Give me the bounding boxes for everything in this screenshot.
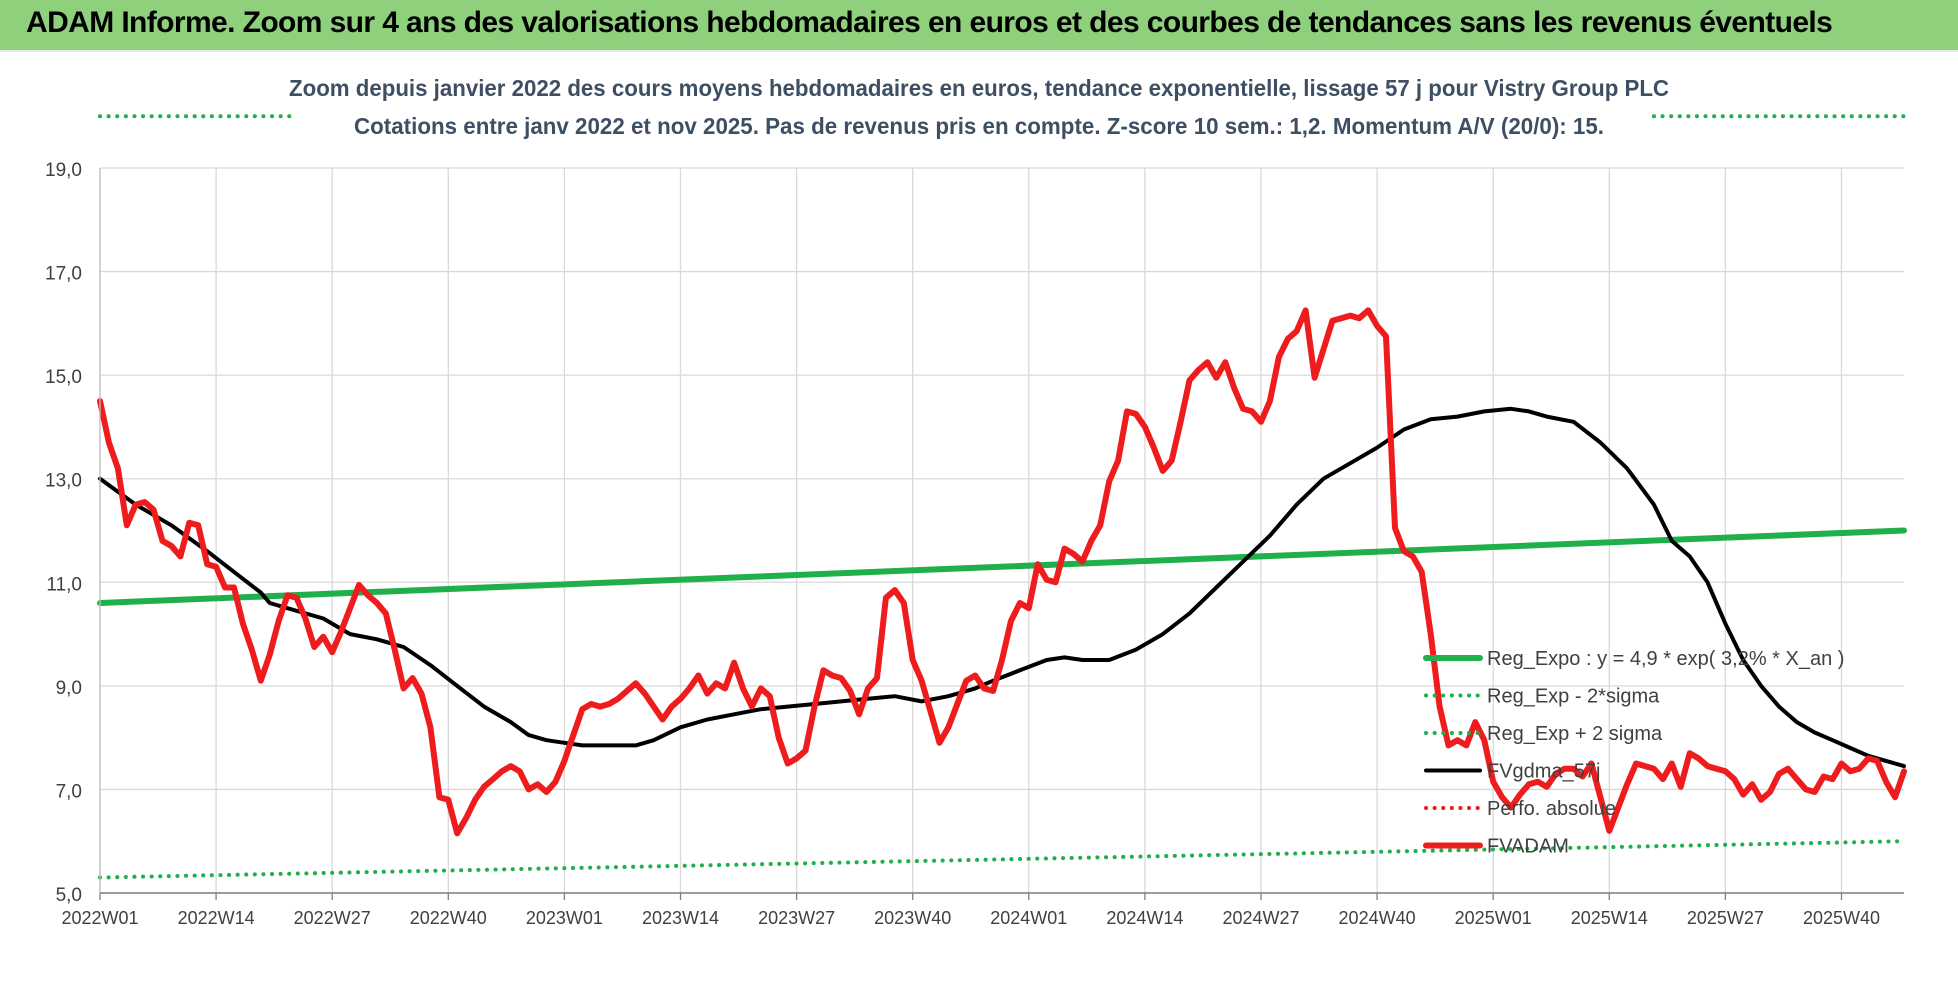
chart-title-line-1: Zoom depuis janvier 2022 des cours moyen… xyxy=(289,75,1669,101)
plot-area xyxy=(97,114,1907,900)
legend-label: FVADAM xyxy=(1487,836,1569,858)
chart-title-line-2: Cotations entre janv 2022 et nov 2025. P… xyxy=(354,113,1604,139)
legend-reg-exp-plus-2sigma: Reg_Exp + 2 sigma xyxy=(1424,723,1663,745)
x-tick-label: 2025W40 xyxy=(1803,908,1880,928)
fvgdma-57j-line xyxy=(98,406,1906,769)
x-tick-label: 2024W40 xyxy=(1339,908,1416,928)
x-tick-label: 2022W27 xyxy=(294,908,371,928)
legend-fvadam: FVADAM xyxy=(1423,836,1569,858)
x-tick-label: 2024W14 xyxy=(1106,908,1183,928)
chart-legend: Reg_Expo : y = 4,9 * exp( 3,2% * X_an ) R… xyxy=(1423,648,1844,858)
legend-label: Reg_Expo : y = 4,9 * exp( 3,2% * X_an ) xyxy=(1487,648,1844,670)
y-tick-label: 13,0 xyxy=(45,471,82,492)
y-tick-label: 9,0 xyxy=(56,678,82,699)
legend-reg-expo: Reg_Expo : y = 4,9 * exp( 3,2% * X_an ) xyxy=(1423,648,1844,670)
vertical-gridlines xyxy=(99,168,1843,900)
report-banner-title: ADAM Informe. Zoom sur 4 ans des valoris… xyxy=(26,6,1833,39)
reg-expo-line xyxy=(97,527,1907,606)
x-tick-label: 2025W27 xyxy=(1687,908,1764,928)
x-tick-label: 2024W27 xyxy=(1222,908,1299,928)
legend-label: Reg_Exp - 2*sigma xyxy=(1487,686,1660,708)
y-tick-label: 15,0 xyxy=(45,367,82,388)
legend-reg-exp-minus-2sigma: Reg_Exp - 2*sigma xyxy=(1424,686,1660,708)
x-tick-label: 2022W14 xyxy=(178,908,255,928)
x-tick-label: 2022W40 xyxy=(410,908,487,928)
x-tick-label: 2024W01 xyxy=(990,908,1067,928)
legend-perfo-absolue: Perfo. absolue xyxy=(1424,798,1616,820)
horizontal-gridlines xyxy=(100,167,1904,894)
y-axis: 5,0 7,0 9,0 11,0 13,0 15,0 17,0 19,0 xyxy=(45,160,101,906)
x-tick-label: 2023W01 xyxy=(526,908,603,928)
legend-fvgdma-57j: FVgdma_57j xyxy=(1424,761,1600,783)
x-tick-label: 2023W14 xyxy=(642,908,719,928)
x-tick-label: 2023W40 xyxy=(874,908,951,928)
x-tick-label: 2023W27 xyxy=(758,908,835,928)
fvadam-line xyxy=(97,307,1907,837)
x-tick-label: 2022W01 xyxy=(61,908,138,928)
legend-label: Reg_Exp + 2 sigma xyxy=(1487,723,1663,745)
x-tick-label: 2025W14 xyxy=(1571,908,1648,928)
y-tick-label: 17,0 xyxy=(45,264,82,285)
reg-exp-minus-2sigma-line xyxy=(98,839,1906,880)
y-tick-label: 11,0 xyxy=(46,574,82,595)
x-axis: 2022W01 2022W14 2022W27 2022W40 2023W01 2023W… xyxy=(61,892,1904,928)
report-banner: ADAM Informe. Zoom sur 4 ans des valoris… xyxy=(0,0,1958,52)
legend-label: Perfo. absolue xyxy=(1487,798,1616,820)
y-tick-label: 7,0 xyxy=(56,781,82,802)
legend-label: FVgdma_57j xyxy=(1487,761,1600,783)
y-tick-label: 5,0 xyxy=(56,885,82,906)
price-chart: 5,07,09,011,013,015,017,019,0 2022W01 202… xyxy=(45,75,1907,928)
series-layer xyxy=(97,114,1907,880)
x-tick-label: 2025W01 xyxy=(1455,908,1532,928)
y-tick-label: 19,0 xyxy=(45,160,82,181)
